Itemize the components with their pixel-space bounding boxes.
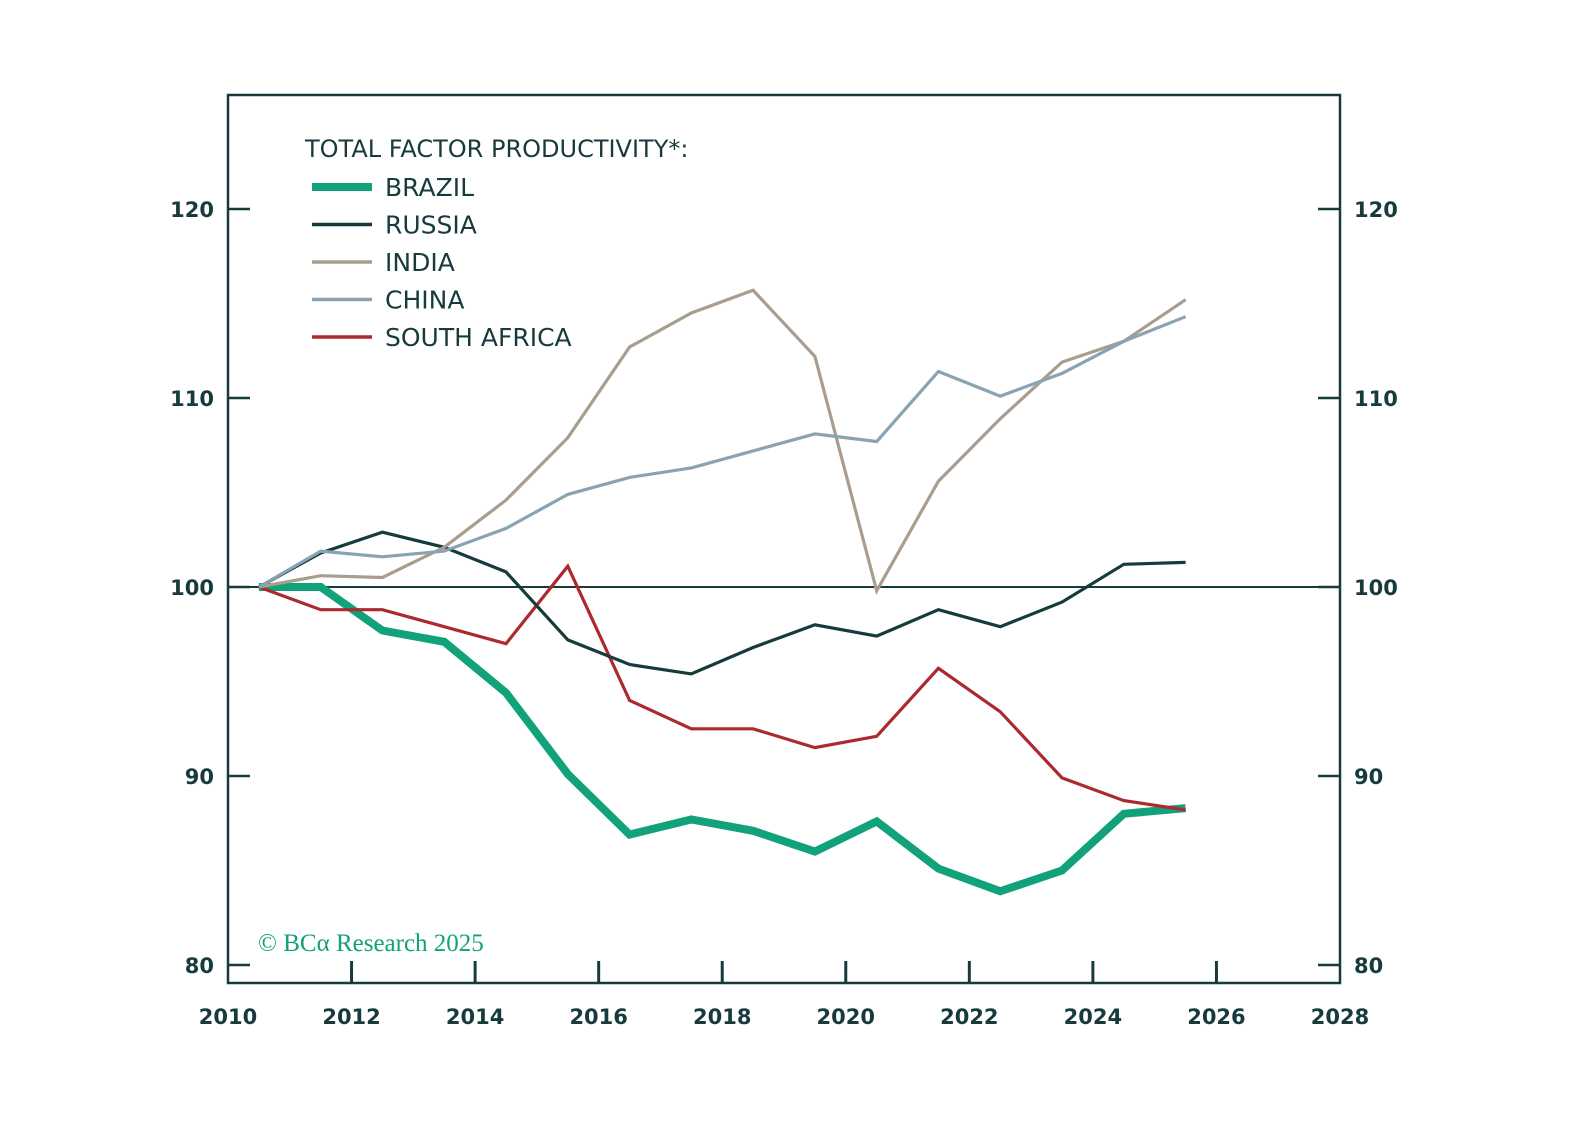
legend-label: INDIA — [385, 248, 455, 277]
y-tick-label-left: 100 — [170, 576, 214, 600]
x-tick-label: 2016 — [569, 1005, 627, 1029]
x-tick-label: 2024 — [1064, 1005, 1122, 1029]
series-line-russia — [258, 530, 1186, 676]
y-tick-label-right: 100 — [1354, 576, 1398, 600]
x-tick-label: 2012 — [322, 1005, 380, 1029]
series-line-india — [258, 288, 1187, 596]
x-tick-label: 2018 — [693, 1005, 751, 1029]
x-tick-label: 2010 — [199, 1005, 257, 1029]
legend: TOTAL FACTOR PRODUCTIVITY*: BRAZIL RUSSIA… — [304, 135, 688, 352]
x-tick-label: 2020 — [817, 1005, 875, 1029]
series-line-brazil — [258, 583, 1186, 896]
legend-label: BRAZIL — [385, 173, 474, 202]
series-group — [258, 288, 1187, 896]
y-tick-label-right: 120 — [1354, 198, 1398, 222]
y-tick-label-left: 110 — [170, 387, 214, 411]
y-tick-label-left: 120 — [170, 198, 214, 222]
y-tick-label-left: 90 — [185, 765, 214, 789]
y-tick-label-right: 110 — [1354, 387, 1398, 411]
y-axis-right: 80 90 100 110 120 — [1318, 198, 1398, 978]
legend-title: TOTAL FACTOR PRODUCTIVITY*: — [304, 135, 688, 163]
y-tick-label-right: 80 — [1354, 954, 1383, 978]
y-axis-left: 80 90 100 110 120 — [170, 198, 250, 978]
y-tick-label-left: 80 — [185, 954, 214, 978]
legend-label: RUSSIA — [385, 211, 477, 240]
x-tick-label: 2022 — [940, 1005, 998, 1029]
x-tick-label: 2026 — [1187, 1005, 1245, 1029]
series-line-china — [258, 315, 1187, 589]
y-tick-label-right: 90 — [1354, 765, 1383, 789]
x-axis: 2010 2012 2014 2016 2018 2020 2022 2024 2026 2028 — [199, 961, 1369, 1029]
legend-label: CHINA — [385, 286, 464, 315]
x-tick-label: 2014 — [446, 1005, 504, 1029]
x-tick-label: 2028 — [1311, 1005, 1369, 1029]
plot-frame — [226, 93, 1342, 985]
legend-label: SOUTH AFRICA — [385, 323, 572, 352]
copyright-annotation: © BCα Research 2025 — [258, 930, 484, 957]
series-line-south-africa — [258, 563, 1186, 812]
